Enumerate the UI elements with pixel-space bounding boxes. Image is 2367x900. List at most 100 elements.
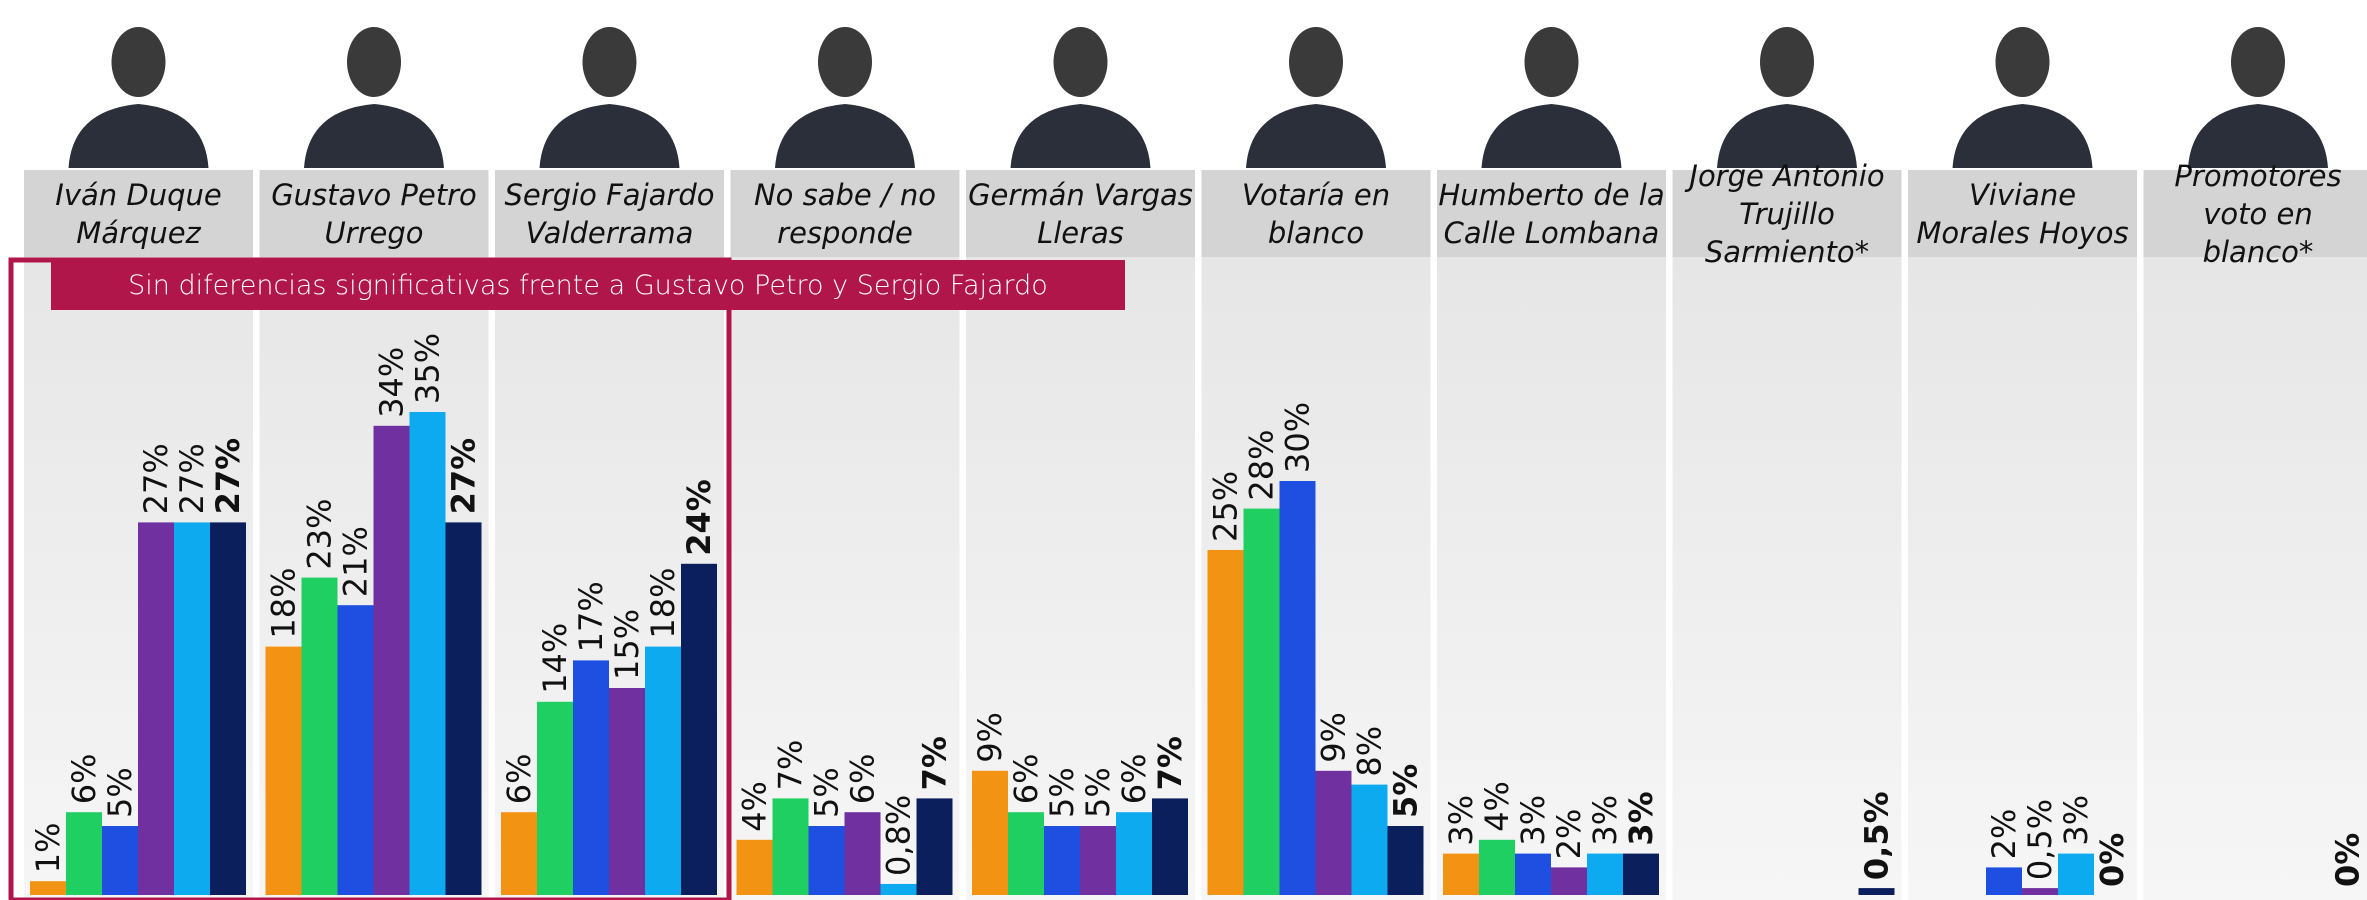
- portrait-head: [1760, 27, 1814, 97]
- value-label: 5%: [1387, 764, 1425, 818]
- bar: [1623, 853, 1659, 895]
- bar: [1387, 826, 1424, 895]
- portrait-head: [582, 27, 637, 97]
- header-background: [1201, 170, 1431, 257]
- bar: [210, 522, 246, 895]
- value-label: 0%: [2329, 833, 2367, 887]
- portrait-head: [1289, 27, 1343, 97]
- bar: [102, 826, 138, 895]
- header-background: [495, 170, 724, 257]
- value-label: 5%: [1043, 767, 1081, 818]
- portrait-body: [1952, 104, 2093, 168]
- bar: [1152, 798, 1188, 895]
- bar: [537, 701, 573, 895]
- portrait-body: [539, 104, 680, 168]
- value-label: 0%: [2093, 833, 2131, 887]
- value-label: 7%: [772, 740, 810, 791]
- value-label: 5%: [808, 767, 846, 818]
- bar: [1587, 853, 1623, 895]
- bar: [301, 577, 338, 895]
- value-label: 24%: [680, 479, 718, 556]
- header-background: [1672, 170, 1902, 257]
- value-label: 7%: [916, 736, 954, 790]
- value-label: 18%: [644, 567, 682, 638]
- bar: [1080, 826, 1116, 895]
- value-label: 23%: [301, 498, 339, 569]
- bar: [445, 522, 482, 895]
- category-label: Votaría en blanco: [1241, 177, 1391, 250]
- bar: [1479, 839, 1515, 895]
- value-label: 3%: [1442, 795, 1480, 846]
- bar: [1443, 853, 1479, 895]
- portrait-body: [2188, 104, 2328, 168]
- bar: [30, 881, 66, 895]
- header-background: [1908, 170, 2137, 257]
- value-label: 3%: [1622, 791, 1660, 845]
- value-label: 0,5%: [1858, 791, 1896, 880]
- portrait-head: [2231, 27, 2285, 97]
- bar: [736, 839, 773, 895]
- portrait-head: [347, 27, 401, 97]
- value-label: 5%: [1079, 767, 1117, 818]
- bar: [808, 826, 845, 895]
- portrait-head: [1053, 27, 1108, 97]
- value-label: 35%: [409, 333, 447, 404]
- category-label: Germán Vargas Lleras: [968, 177, 1193, 250]
- bar: [1551, 867, 1587, 895]
- bar: [573, 660, 609, 895]
- value-label: 34%: [373, 347, 411, 418]
- value-label: 6%: [65, 753, 103, 804]
- bar: [1116, 812, 1152, 895]
- value-label: 30%: [1279, 402, 1317, 473]
- bar: [772, 798, 809, 895]
- category-label: Sergio Fajardo Valderrama: [504, 177, 715, 250]
- bar: [174, 522, 210, 895]
- column-background: [1437, 170, 1666, 900]
- bar: [1986, 867, 2022, 895]
- value-label: 3%: [2057, 795, 2095, 846]
- bar: [609, 688, 645, 895]
- bar: [409, 412, 446, 895]
- header-background: [259, 170, 489, 257]
- bar: [916, 798, 953, 895]
- portrait-body: [304, 104, 444, 168]
- value-label: 3%: [1586, 795, 1624, 846]
- value-label: 1%: [29, 822, 67, 873]
- value-label: 14%: [536, 623, 574, 694]
- value-label: 25%: [1207, 471, 1245, 542]
- category-label: No sabe / no responde: [753, 177, 937, 250]
- category-label: Promotores voto en blanco*: [2174, 158, 2342, 269]
- header-background: [966, 170, 1195, 257]
- annotation: Sin diferencias significativas frente a …: [51, 260, 1125, 310]
- value-label: 4%: [736, 781, 774, 832]
- value-label: 0,5%: [2021, 799, 2059, 880]
- value-label: 18%: [265, 567, 303, 638]
- value-label: 7%: [1151, 736, 1189, 790]
- bar: [66, 812, 102, 895]
- bar: [265, 646, 302, 895]
- bar: [1315, 770, 1352, 895]
- value-label: 27%: [209, 438, 247, 515]
- value-label: 3%: [1514, 795, 1552, 846]
- bar: [645, 646, 681, 895]
- value-label: 9%: [1315, 712, 1353, 763]
- bar: [1351, 784, 1388, 895]
- portrait-head: [1524, 27, 1579, 97]
- bar: [501, 812, 537, 895]
- bar: [138, 522, 174, 895]
- value-label: 28%: [1243, 429, 1281, 500]
- value-label: 27%: [445, 438, 483, 515]
- value-label: 21%: [337, 526, 375, 597]
- portrait-body: [1246, 104, 1386, 168]
- bar: [1515, 853, 1551, 895]
- header-background: [730, 170, 960, 257]
- category-label: Iván Duque Márquez: [55, 177, 222, 250]
- column-background: [1908, 170, 2137, 900]
- value-label: 17%: [572, 581, 610, 652]
- category-label: Gustavo Petro Urrego: [271, 177, 477, 250]
- category-label: Viviane Morales Hoyos: [1916, 177, 2129, 250]
- value-label: 15%: [608, 609, 646, 680]
- value-label: 8%: [1351, 726, 1389, 777]
- bar: [1243, 508, 1280, 895]
